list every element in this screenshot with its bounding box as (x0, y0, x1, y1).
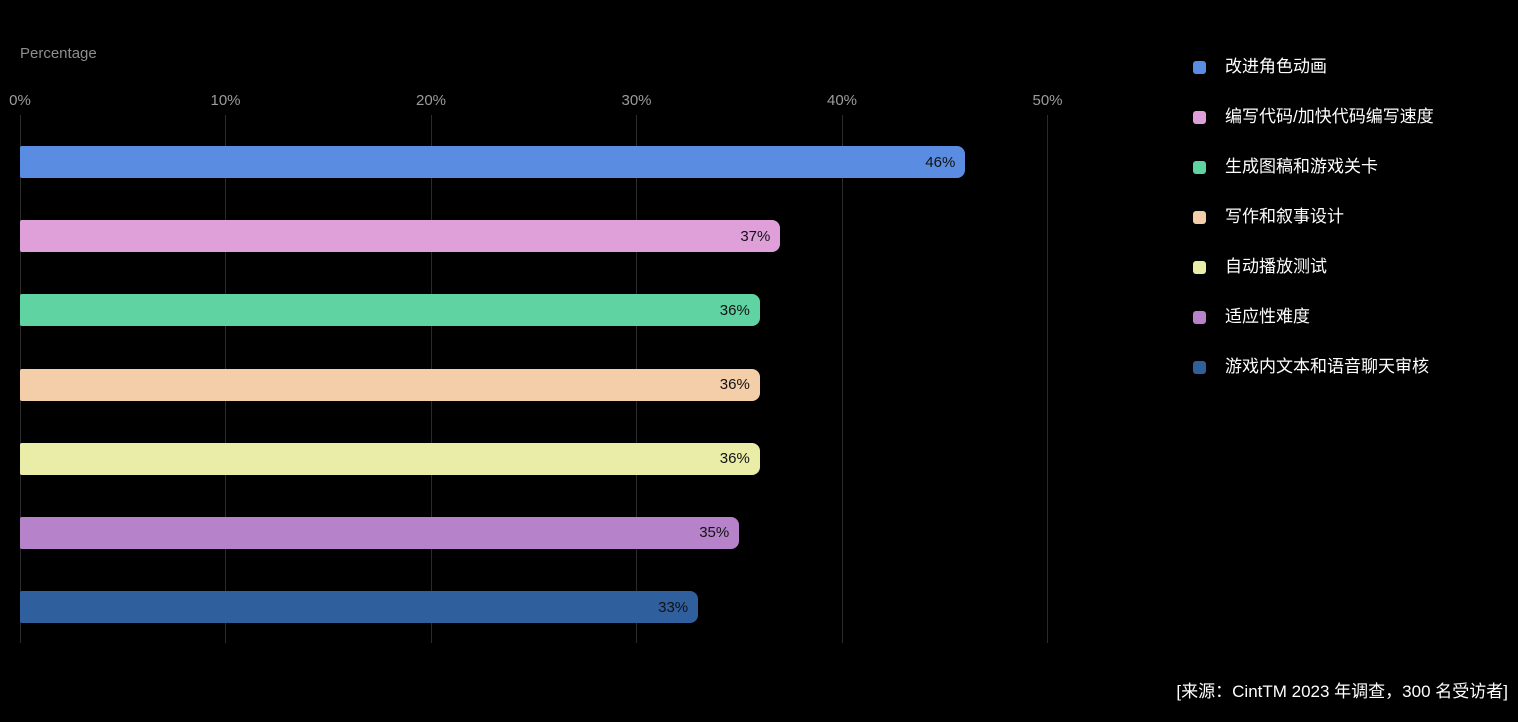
bar: 36% (20, 442, 760, 475)
legend-swatch-icon (1193, 310, 1206, 324)
bar-value-label: 37% (740, 227, 771, 245)
bar-value-label: 35% (699, 524, 730, 542)
bar-value-label: 36% (719, 376, 750, 393)
axis-tick-label: 50% (1032, 92, 1063, 109)
legend-item[interactable]: 改进角色动画 (1193, 42, 1434, 92)
axis-tick-label: 40% (826, 92, 858, 109)
legend-item[interactable]: 游戏内文本和语音聊天审核 (1193, 342, 1434, 392)
legend-label: 生成图稿和游戏关卡 (1225, 157, 1378, 176)
legend-label: 自动播放测试 (1225, 257, 1327, 276)
legend-item[interactable]: 写作和叙事设计 (1193, 192, 1434, 242)
legend-item[interactable]: 适应性难度 (1193, 292, 1434, 342)
bar: 33% (20, 591, 699, 624)
legend-swatch-icon (1193, 110, 1206, 124)
bar-value-label: 33% (658, 598, 689, 616)
axis-tick-label: 0% (9, 92, 31, 109)
legend-label: 编写代码/加快代码编写速度 (1225, 107, 1434, 126)
legend-swatch-icon (1193, 160, 1206, 174)
legend-swatch-icon (1193, 360, 1206, 374)
legend-item[interactable]: 自动播放测试 (1193, 242, 1434, 292)
legend-label: 改进角色动画 (1225, 57, 1327, 76)
bar: 36% (20, 368, 760, 401)
bar-value-label: 36% (719, 301, 750, 319)
legend-label: 适应性难度 (1225, 307, 1310, 326)
gridline (841, 115, 843, 643)
gridline (1047, 115, 1048, 643)
bar-value-label: 36% (719, 450, 750, 468)
bar: 46% (20, 146, 966, 178)
legend-label: 游戏内文本和语音聊天审核 (1225, 357, 1429, 376)
legend-swatch-icon (1193, 260, 1206, 274)
bar-value-label: 46% (925, 153, 956, 171)
chart-title: Percentage (20, 45, 97, 62)
axis-tick-label: 30% (621, 92, 652, 109)
bar: 37% (20, 220, 781, 253)
axis-tick-label: 20% (415, 92, 447, 109)
legend-item[interactable]: 编写代码/加快代码编写速度 (1193, 92, 1434, 142)
legend-swatch-icon (1193, 60, 1206, 74)
legend-item[interactable]: 生成图稿和游戏关卡 (1193, 142, 1434, 192)
legend-swatch-icon (1193, 210, 1206, 224)
bar: 36% (20, 294, 760, 327)
axis-tick-label: 10% (210, 92, 241, 109)
chart-legend: 改进角色动画编写代码/加快代码编写速度 生成图稿和游戏关卡 写作和叙事设计 自动播放测… (1193, 42, 1434, 392)
source-note: [来源：CintTM 2023 年调查，300 名受访者] (1176, 682, 1508, 701)
bar: 35% (20, 516, 740, 549)
legend-label: 写作和叙事设计 (1225, 207, 1344, 226)
